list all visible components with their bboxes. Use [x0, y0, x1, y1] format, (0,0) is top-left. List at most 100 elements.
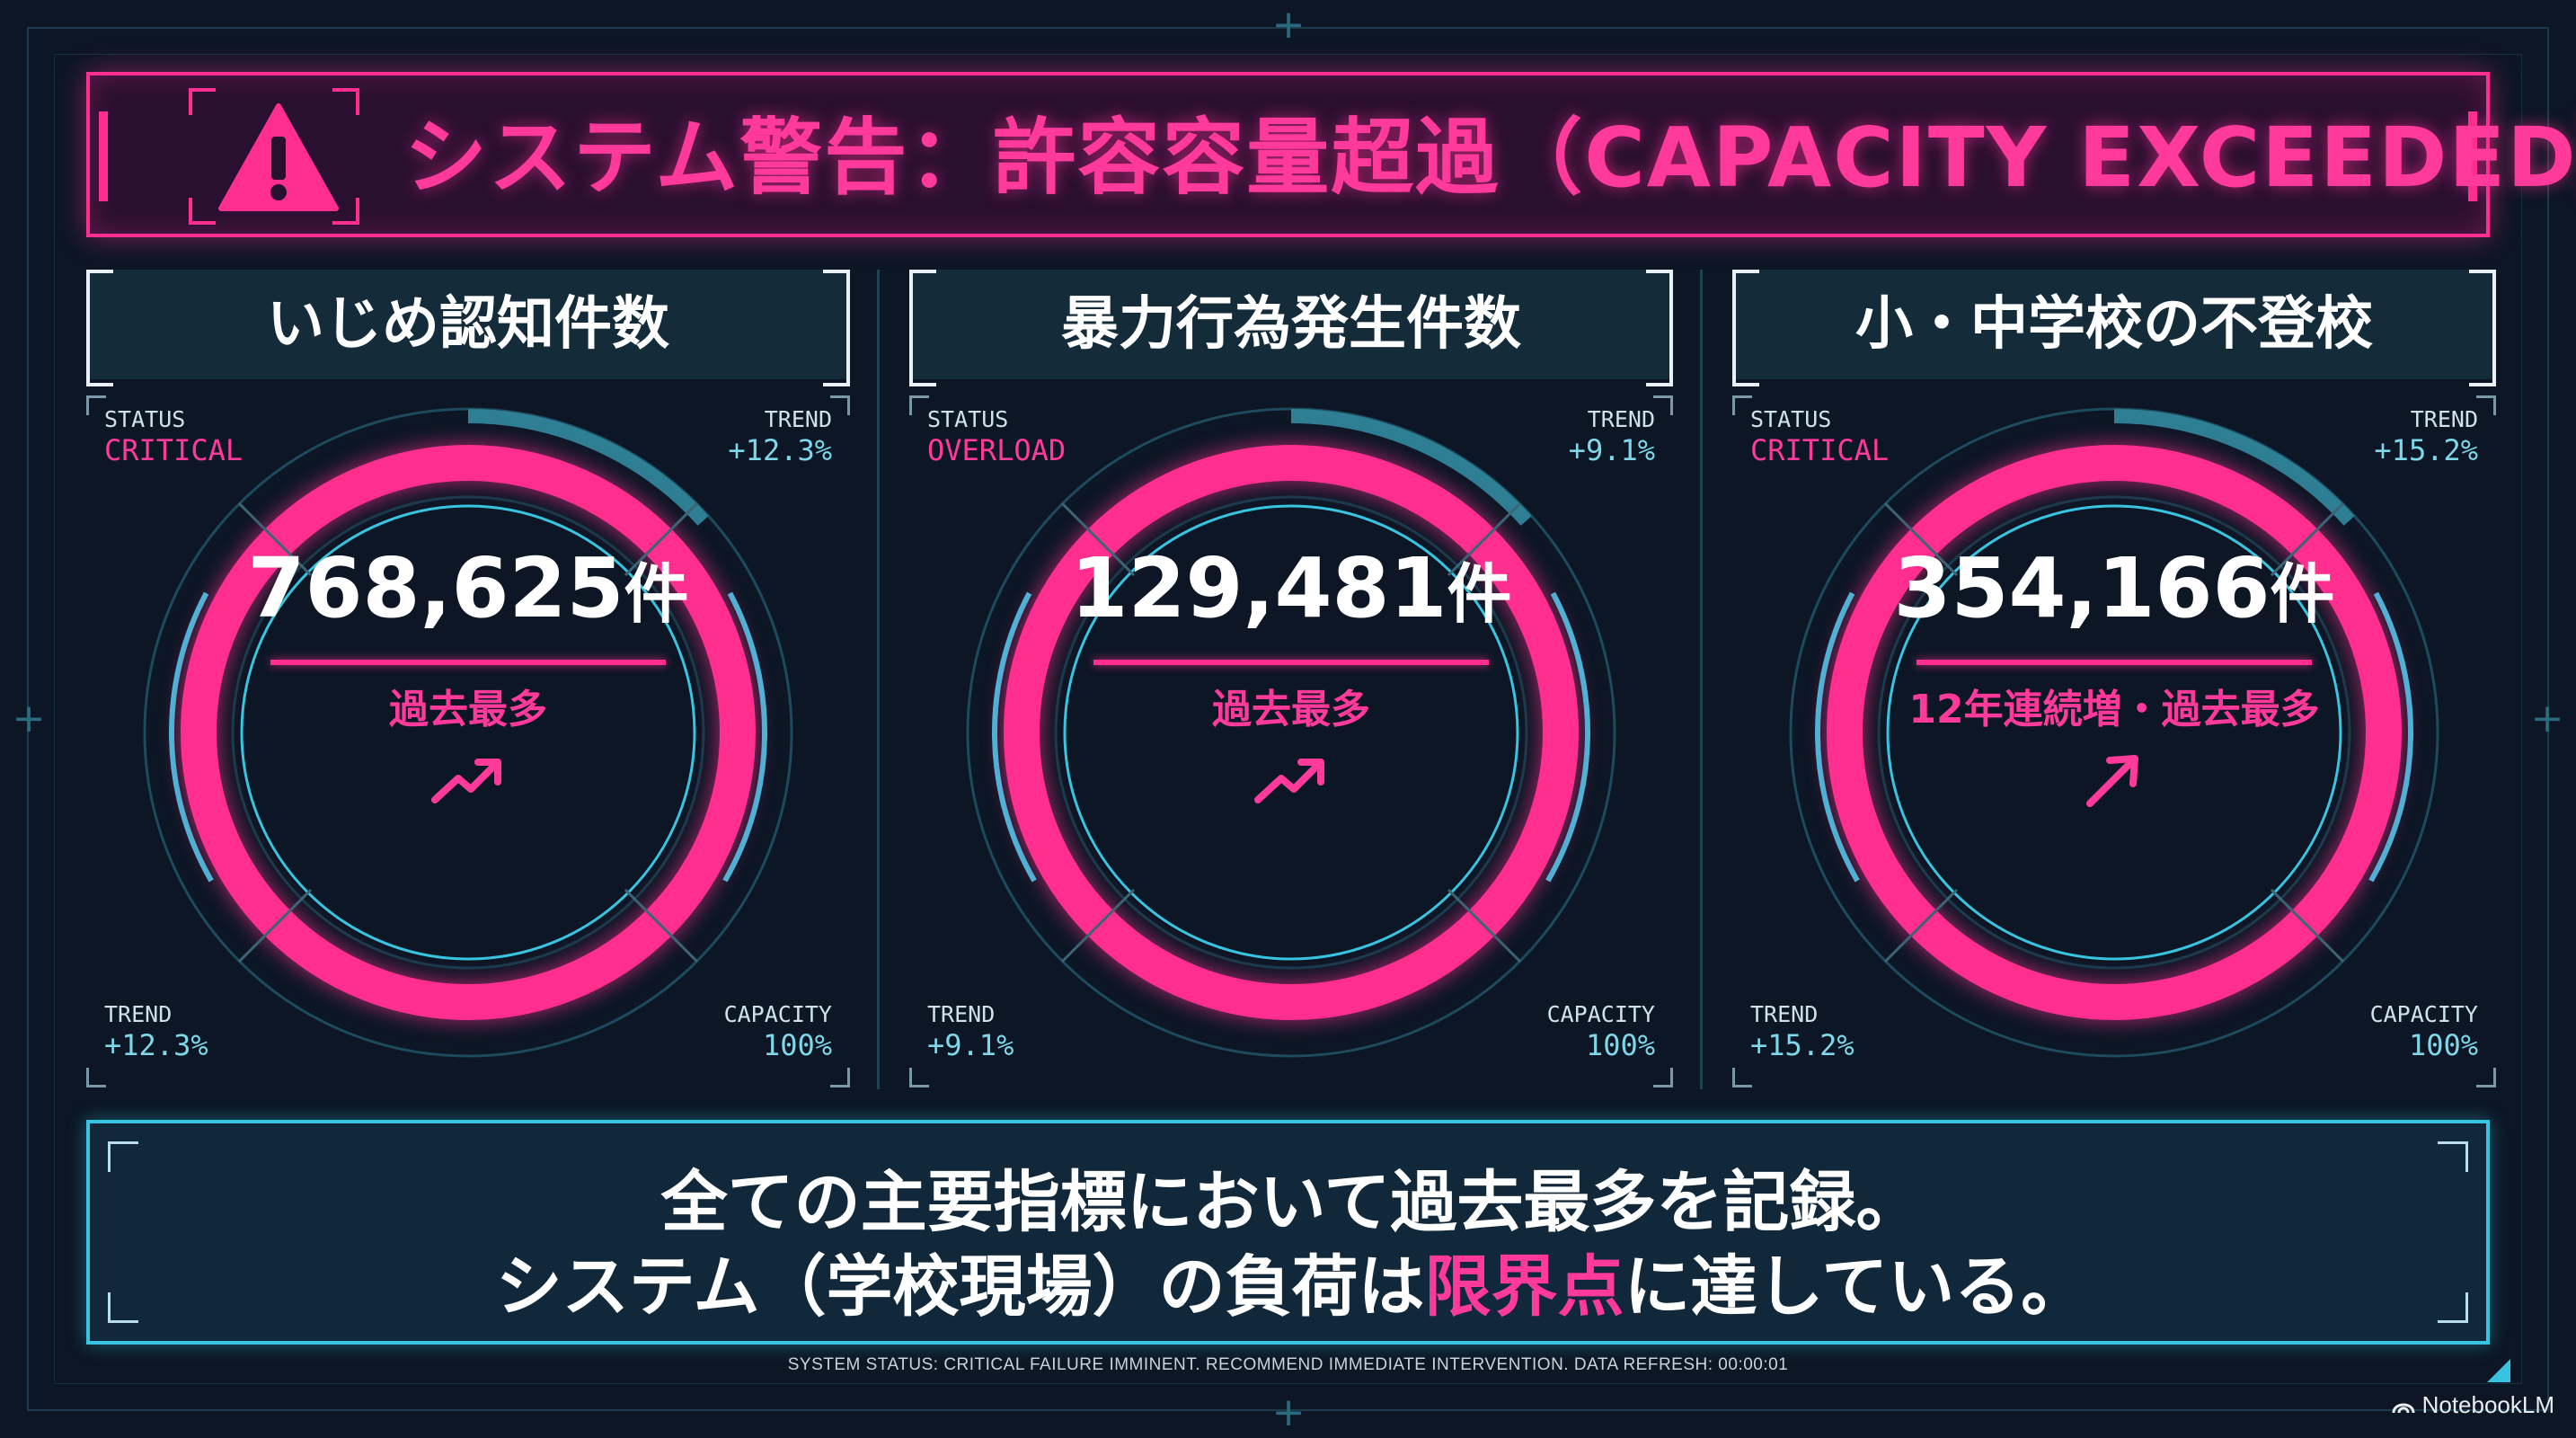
header-bracket — [332, 88, 359, 115]
outer-frame — [27, 27, 2549, 1411]
gauge-underline — [1917, 660, 2312, 665]
gauge-arc — [1815, 591, 1860, 883]
capacity-value: 100% — [2408, 1028, 2478, 1062]
gauge-center: 129,481件 過去最多 — [999, 539, 1583, 814]
gauge-circle — [240, 504, 696, 961]
gauge-leader-line — [1883, 502, 1959, 577]
trend-up-icon — [431, 759, 501, 803]
gauge-arc — [2113, 409, 2355, 526]
status-label: STATUS OVERLOAD — [927, 404, 1066, 466]
panel-bracket — [1732, 1068, 1752, 1087]
gauge-leader-line — [624, 888, 699, 963]
notebooklm-logo-icon — [2392, 1403, 2415, 1414]
panel-title: 暴力行為発生件数 — [1061, 291, 1521, 358]
panel-bracket — [2476, 395, 2496, 415]
gauge-arc — [992, 591, 1037, 883]
alert-header: システム警告：許容容量超過（CAPACITY EXCEEDED） — [86, 72, 2576, 237]
header-bracket — [189, 198, 216, 225]
summary-corner — [2438, 1292, 2468, 1323]
trend-value: +9.1% — [1568, 433, 1655, 467]
gauge-circle — [1877, 495, 2351, 970]
metric-note: 12年連続増・過去最多 — [1908, 687, 2320, 732]
gauge-leader-line — [1447, 888, 1522, 963]
summary-text: に達している。 — [1624, 1248, 2088, 1326]
header-title: システム警告：許容容量超過（CAPACITY EXCEEDED） — [404, 110, 2576, 206]
crosshair-icon: + — [12, 696, 46, 741]
panel-bracket — [1653, 1068, 1673, 1087]
header-bracket — [189, 88, 216, 115]
panel-title: いじめ認知件数 — [267, 291, 669, 358]
panel-bracket — [909, 395, 929, 415]
metric-panel: 暴力行為発生件数 STATUS OVERLOAD TREND +9.1% TREND +9.… — [909, 270, 1673, 1089]
trend-label-bottom: TREND +9.1% — [927, 999, 1014, 1061]
panel-bracket — [830, 395, 850, 415]
arrow-up-right-icon — [2086, 755, 2138, 807]
gauge-ring — [143, 407, 793, 1058]
header-accent — [2468, 111, 2477, 201]
trend-label-bottom: TREND +15.2% — [1750, 999, 1855, 1061]
panel-title: 小・中学校の不登校 — [1855, 291, 2373, 358]
trend-value: +15.2% — [1750, 1028, 1855, 1062]
trend-key: TREND — [1750, 1001, 1819, 1027]
status-key: STATUS — [1750, 406, 1832, 432]
metric-number: 354,166 — [1893, 540, 2271, 636]
capacity-key: CAPACITY — [723, 1001, 832, 1027]
gauge-leader-line — [2270, 502, 2345, 577]
trend-key: TREND — [104, 1001, 173, 1027]
trend-value: +9.1% — [927, 1028, 1014, 1062]
trend-key: TREND — [1587, 406, 1655, 432]
gauge-underline — [270, 660, 666, 665]
summary-line-2: システム（学校現場）の負荷は限界点に達している。 — [90, 1233, 2493, 1329]
status-label: STATUS CRITICAL — [1750, 404, 1889, 466]
gauge-circle — [1063, 504, 1519, 961]
panel-title-box — [86, 270, 850, 386]
inner-frame — [54, 54, 2522, 1384]
trend-label: TREND +9.1% — [1569, 404, 1655, 466]
metric-number: 129,481 — [1070, 540, 1447, 636]
gauge-arc — [467, 409, 709, 526]
status-value: CRITICAL — [104, 433, 243, 467]
gauge-leader-line — [1060, 502, 1136, 577]
capacity-label: CAPACITY 100% — [724, 999, 832, 1061]
gauge-circle — [1827, 445, 2402, 1020]
gauge-circle — [231, 495, 705, 970]
crosshair-icon: + — [2530, 696, 2564, 741]
panel-bracket — [86, 1068, 106, 1087]
gauge-circle — [181, 445, 756, 1020]
panel-bracket — [909, 1068, 929, 1087]
gauge-arc — [2368, 591, 2413, 883]
panel-bracket — [1732, 395, 1752, 415]
trend-value: +15.2% — [2374, 433, 2478, 467]
metric-value: 768,625件 — [176, 539, 760, 644]
gauge-leader-line — [1883, 888, 1959, 963]
crosshair-icon: + — [1271, 2, 1306, 48]
gauge-center: 768,625件過去最多 — [176, 539, 760, 814]
trend-key: TREND — [764, 406, 832, 432]
summary-highlight: 限界点 — [1424, 1248, 1624, 1326]
gauge-arc — [1290, 409, 1532, 526]
status-value: OVERLOAD — [927, 433, 1067, 467]
metric-unit: 件 — [624, 556, 689, 632]
gauge-leader-line — [1447, 502, 1522, 577]
metric-number: 768,625 — [247, 540, 624, 636]
gauge-leader-line — [1060, 888, 1136, 963]
summary-line-1: 全ての主要指標において過去最多を記録。 — [660, 1164, 1923, 1241]
warning-triangle-icon — [218, 103, 339, 211]
gauge-circle — [1886, 504, 2342, 961]
metric-value: 354,166件 — [1822, 539, 2406, 644]
summary-corner — [108, 1292, 138, 1323]
gauge-leader-line — [237, 888, 313, 963]
footer-status-text: SYSTEM STATUS: CRITICAL FAILURE IMMINENT… — [787, 1355, 1789, 1374]
metric-note: 過去最多 — [389, 687, 547, 732]
panel-title-box — [909, 270, 1673, 386]
gauge-center: 354,166件 12年連続増・過去最多 — [1822, 539, 2406, 814]
gauge-leader-line — [624, 502, 699, 577]
capacity-value: 100% — [762, 1028, 832, 1062]
panel-bracket — [1653, 395, 1673, 415]
panel-divider — [1700, 270, 1703, 1089]
trend-label-bottom: TREND +12.3% — [104, 999, 208, 1061]
capacity-value: 100% — [1585, 1028, 1655, 1062]
trend-up-icon — [1254, 759, 1324, 803]
gauge-leader-line — [237, 502, 313, 577]
gauge-circle — [1054, 495, 1528, 970]
